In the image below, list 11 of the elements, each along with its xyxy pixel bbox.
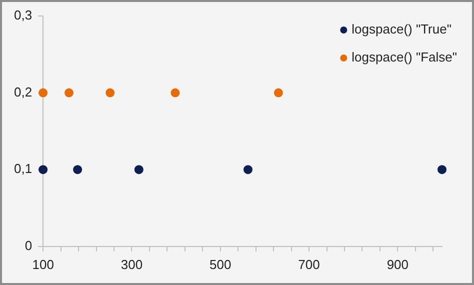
- x-tick-label: 100: [32, 256, 54, 272]
- y-tick-label: 0: [24, 238, 32, 253]
- x-tick-label: 700: [298, 256, 320, 272]
- x-tick-label: 900: [386, 256, 409, 272]
- x-tick-label: 500: [210, 256, 232, 272]
- y-tick-label: 0,3: [14, 8, 32, 23]
- legend-label: logspace() "True": [352, 22, 452, 37]
- y-tick-label: 0,2: [14, 84, 32, 100]
- legend-label: logspace() "False": [352, 50, 458, 65]
- y-tick-label: 0,1: [14, 161, 32, 176]
- x-tick-label: 300: [120, 256, 143, 272]
